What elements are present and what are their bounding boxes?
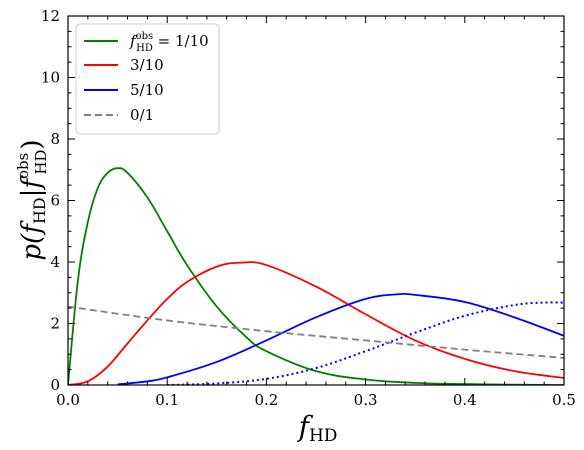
y-tick-label: 8 (50, 130, 60, 148)
legend-label-2: 3/10 (130, 56, 164, 74)
y-tick-label: 2 (50, 315, 60, 333)
series-line-5 (68, 305, 564, 359)
x-axis-label: fHD (297, 410, 338, 446)
ticks-layer: 0.0 0.1 0.2 0.3 0.4 0.5 0 2 4 6 8 10 12 (41, 7, 576, 409)
y-tick-label: 4 (50, 253, 60, 271)
legend: fobs HD = 1/10 3/10 5/10 0/1 (75, 23, 220, 135)
y-tick-label: 0 (50, 376, 60, 394)
x-tick-label: 0.1 (155, 391, 179, 409)
x-tick-label: 0.0 (56, 391, 80, 409)
series-line-3 (117, 292, 564, 385)
legend-label-1: fobs HD = 1/10 (129, 31, 209, 54)
y-tick-label: 12 (41, 7, 60, 25)
y-tick-label: 6 (50, 192, 60, 210)
x-tick-label: 0.2 (254, 391, 278, 409)
legend-box (75, 23, 220, 135)
series-layer (68, 167, 564, 385)
series-line-2 (68, 261, 564, 385)
legend-label-3: 5/10 (130, 81, 164, 99)
legend-label-4: 0/1 (130, 106, 154, 124)
y-axis-label: p(fHD|fobsHD) (14, 139, 50, 260)
series-line-4 (167, 301, 564, 385)
y-tick-label: 10 (41, 69, 60, 87)
x-tick-label: 0.3 (354, 391, 378, 409)
x-tick-label: 0.4 (453, 391, 477, 409)
series-line-1 (68, 167, 564, 385)
x-tick-label: 0.5 (552, 391, 576, 409)
